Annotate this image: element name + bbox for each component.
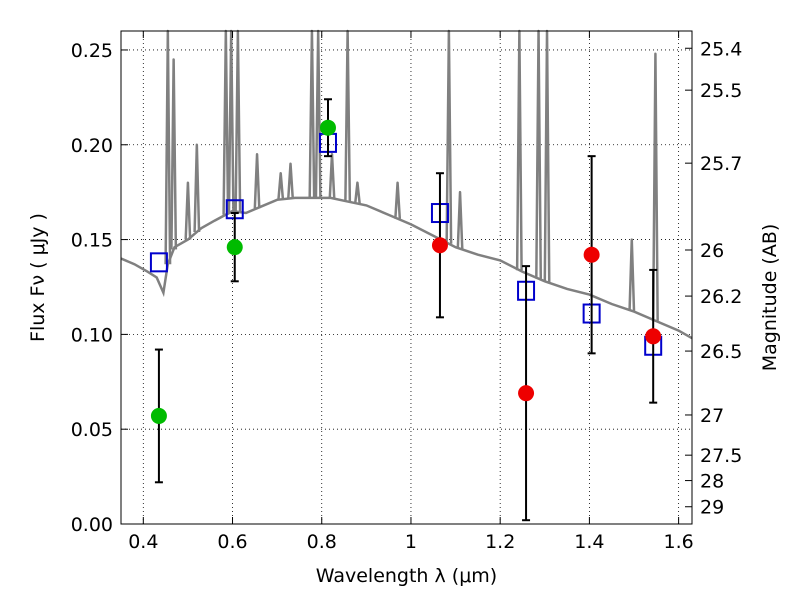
emission-line: [222, 29, 230, 215]
observed-flux-point: [150, 407, 167, 424]
x-tick-label: 0.8: [307, 531, 337, 553]
y-tick-label: 0.00: [71, 514, 113, 536]
y-tick-label: 0.05: [71, 419, 113, 441]
emission-line: [193, 143, 201, 233]
y2-tick-label: 27.5: [700, 445, 742, 467]
x-tick-label: 1.6: [664, 531, 694, 553]
x-tick-label: 0.4: [128, 531, 158, 553]
observed-flux-point: [645, 328, 662, 345]
observed-flux-point: [319, 119, 336, 136]
emission-line: [515, 29, 523, 271]
observed-flux-point: [431, 237, 448, 254]
emission-line: [628, 238, 636, 311]
grid-layer: [121, 31, 692, 525]
y-tick-label: 0.25: [71, 40, 113, 62]
observed-flux-point: [518, 385, 535, 402]
data-points-layer: [149, 98, 663, 522]
x-tick-label: 1.2: [485, 531, 515, 553]
x-tick-label: 1: [405, 531, 417, 553]
y-tick-label: 0.15: [71, 230, 113, 252]
y2-tick-label: 27: [700, 405, 724, 427]
y2-tick-label: 26.5: [700, 341, 742, 363]
emission-line: [543, 29, 551, 283]
emission-line: [253, 153, 261, 209]
emission-line: [344, 29, 352, 202]
emission-line: [287, 162, 294, 199]
emission-line: [456, 190, 464, 249]
model-flux-square: [149, 252, 168, 273]
y2-tick-label: 26.2: [700, 286, 742, 308]
emission-line: [314, 29, 322, 198]
y2-tick-label: 25.5: [700, 80, 742, 102]
x-tick-label: 1.4: [574, 531, 604, 553]
y2-tick-label: 28: [700, 471, 724, 493]
x-axis-label: Wavelength λ (μm): [316, 565, 497, 587]
emission-line: [164, 29, 172, 265]
emission-line: [353, 181, 361, 204]
y2-tick-label: 25.7: [700, 153, 742, 175]
emission-line: [308, 29, 316, 198]
y2-axis-label: Magnitude (AB): [759, 224, 781, 372]
plot-frame: [120, 30, 693, 525]
y-axis-label: Flux Fν ( μJy ): [27, 213, 49, 342]
emission-line: [277, 171, 285, 200]
y2-tick-label: 26: [700, 240, 724, 262]
observed-flux-point: [583, 246, 600, 263]
observed-flux-point: [226, 239, 243, 256]
y2-tick-label: 25.4: [700, 38, 742, 60]
emission-line: [394, 181, 402, 219]
x-tick-label: 0.6: [217, 531, 247, 553]
axes-layer: 0.4 0.6 0.8 1 1.2 1.4 1.6 0.00 0.05 0.10 0.15 0.20 0…: [71, 31, 742, 553]
emission-line: [170, 58, 178, 250]
emission-line: [651, 52, 659, 321]
emission-line: [535, 29, 543, 279]
emission-line: [328, 153, 336, 199]
y2-tick-label: 29: [700, 497, 724, 519]
model-spectrum-layer: [120, 29, 693, 340]
y-tick-label: 0.10: [71, 324, 113, 346]
emission-line: [227, 29, 235, 212]
emission-line: [234, 29, 242, 212]
emission-line: [184, 181, 192, 240]
y-tick-label: 0.20: [71, 135, 113, 157]
model-spectrum-line: [120, 196, 693, 340]
